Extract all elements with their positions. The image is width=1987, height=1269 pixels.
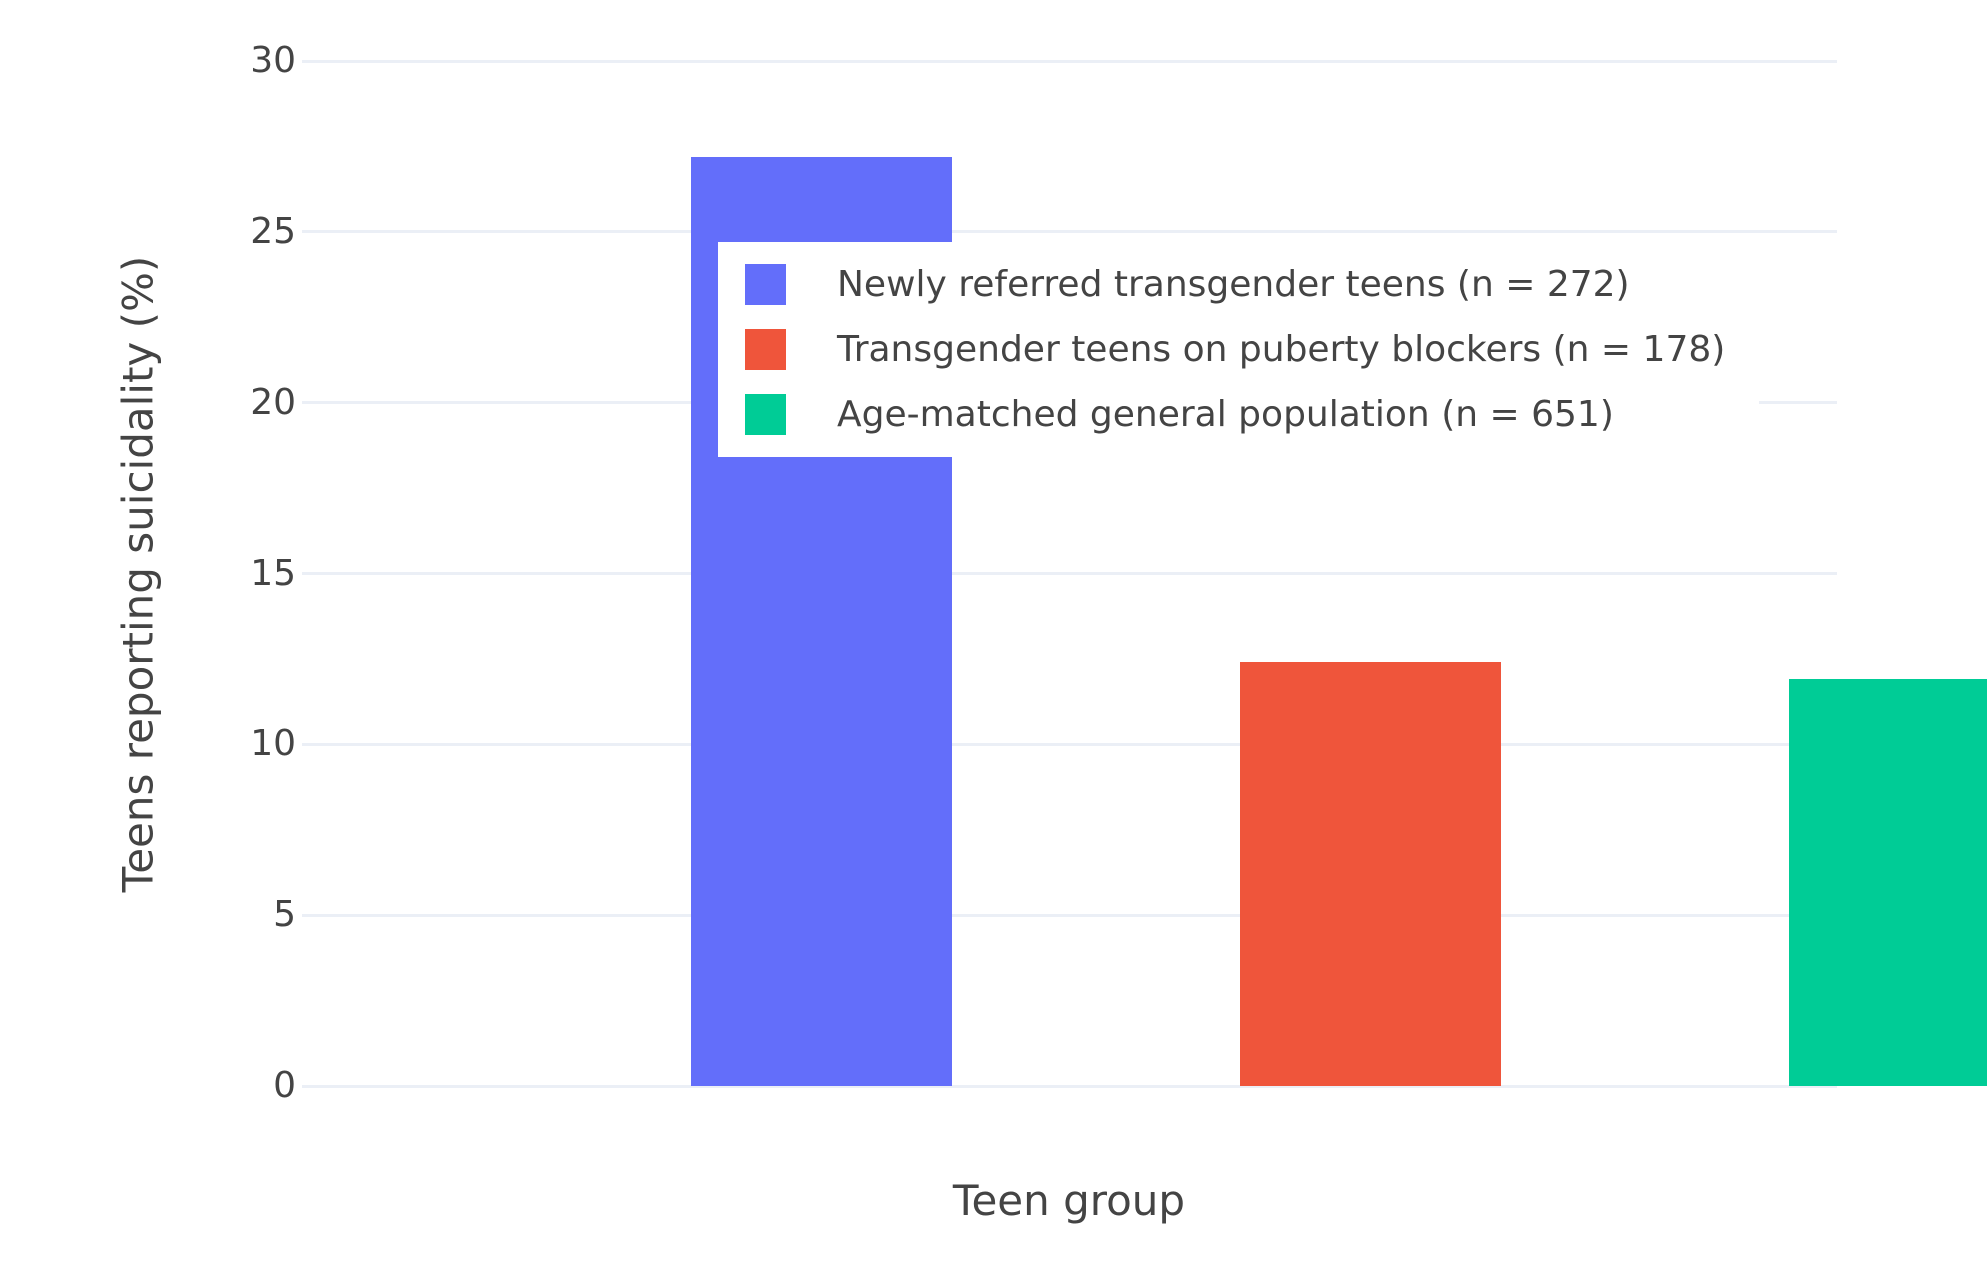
legend-item-label: Newly referred transgender teens (n = 27… <box>837 264 1630 305</box>
y-tick-label-25: 25 <box>250 210 296 252</box>
y-tick-label-5: 5 <box>273 894 296 936</box>
bar-1[interactable] <box>1240 662 1501 1086</box>
legend-item-label: Transgender teens on puberty blockers (n… <box>837 329 1726 370</box>
y-tick-label-30: 30 <box>250 40 296 81</box>
legend-swatch-icon <box>745 329 786 370</box>
gridline-y-25 <box>302 230 1837 234</box>
gridline-y-10 <box>302 742 1837 746</box>
y-tick-label-15: 15 <box>250 552 296 594</box>
legend-item[interactable]: Newly referred transgender teens (n = 27… <box>745 252 1725 317</box>
y-tick-label-20: 20 <box>250 381 296 423</box>
legend-item[interactable]: Age-matched general population (n = 651) <box>745 382 1725 447</box>
gridline-y-30 <box>302 59 1837 63</box>
x-axis-title: Teen group <box>952 1176 1186 1225</box>
gridline-y-5 <box>302 913 1837 917</box>
y-axis-title: Teens reporting suicidality (%) <box>113 255 163 893</box>
legend-swatch-icon <box>745 264 786 305</box>
y-tick-label-0: 0 <box>273 1065 296 1106</box>
legend-item-label: Age-matched general population (n = 651) <box>837 394 1614 435</box>
legend-swatch-icon <box>745 394 786 435</box>
plot-area <box>302 59 1987 1088</box>
y-tick-label-10: 10 <box>250 723 296 765</box>
legend: Newly referred transgender teens (n = 27… <box>718 242 1760 457</box>
bar-2[interactable] <box>1789 679 1987 1086</box>
gridline-y-15 <box>302 572 1837 575</box>
legend-item[interactable]: Transgender teens on puberty blockers (n… <box>745 317 1725 382</box>
gridline-y-0 <box>302 1084 1837 1088</box>
